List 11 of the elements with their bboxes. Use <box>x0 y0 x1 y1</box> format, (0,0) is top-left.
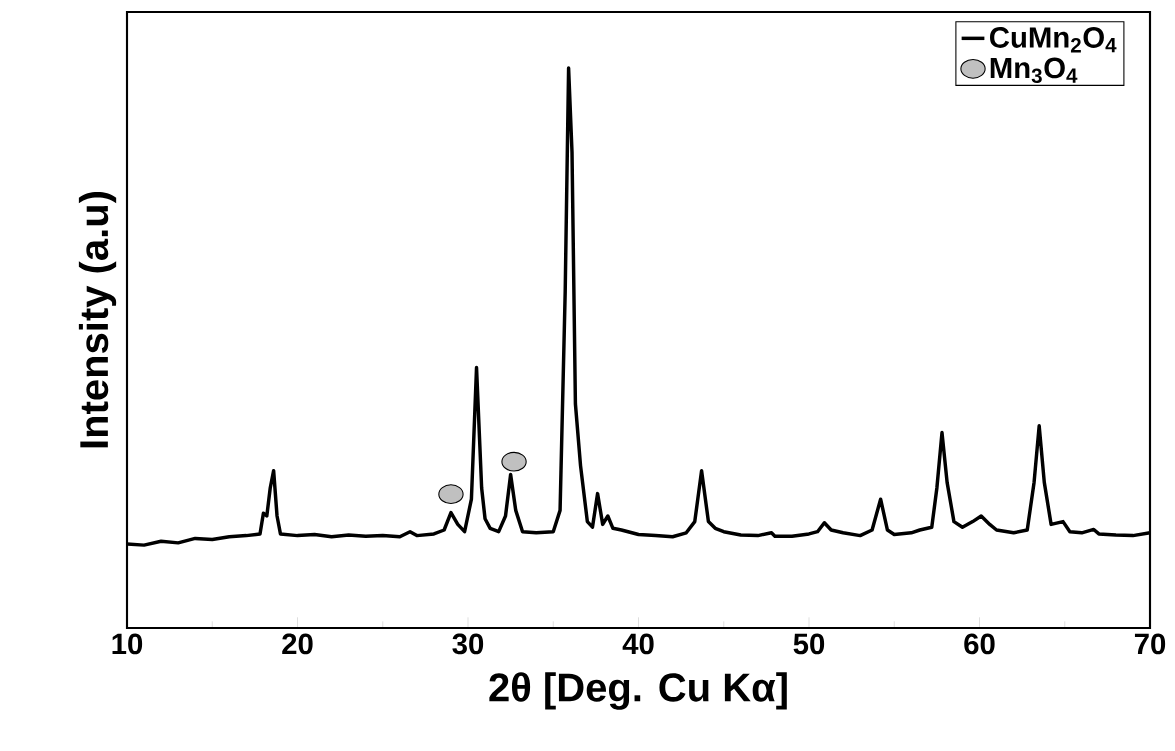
x-tick-label: 20 <box>282 633 313 655</box>
y-axis-title: Intensity (a.u) <box>78 192 117 448</box>
x-tick-label: 30 <box>452 633 484 655</box>
x-axis-title: 2θ [Deg. Cu Kα] <box>489 672 787 710</box>
legend-label: Mn$_{3}$O$_{4}$ <box>990 57 1078 84</box>
legend-label: CuMn$_{2}$O$_{4}$ <box>990 27 1117 53</box>
x-tick-label: 40 <box>622 633 654 655</box>
x-tick-label: 60 <box>964 633 995 655</box>
x-tick-label: 10 <box>112 633 143 655</box>
x-tick-label: 50 <box>793 633 825 655</box>
x-tick-label: 70 <box>1134 633 1166 655</box>
